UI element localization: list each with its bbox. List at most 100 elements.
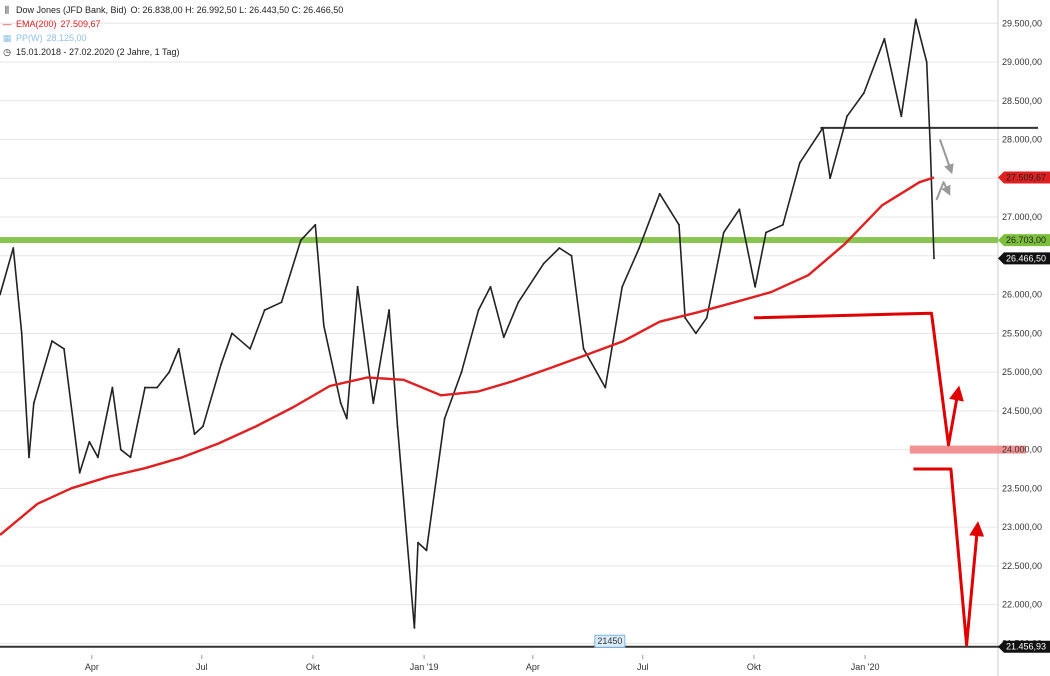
price-point	[829, 177, 831, 180]
price-point	[388, 309, 390, 311]
price-point	[129, 456, 132, 459]
price-point	[322, 324, 325, 327]
support-line-26703	[0, 237, 998, 244]
ema-label: EMA(200)	[16, 19, 57, 29]
grid	[0, 0, 999, 676]
pp-label: PP(W)	[16, 33, 43, 43]
price-point	[477, 309, 480, 311]
price-point	[489, 285, 492, 288]
price-point	[900, 115, 903, 118]
price-point	[684, 316, 686, 319]
y-tick-label: 26.000,00	[1002, 290, 1042, 300]
price-point	[460, 371, 463, 373]
y-tick-label: 28.000,00	[1002, 135, 1042, 145]
y-tick-label: 24.500,00	[1002, 406, 1042, 416]
price-point	[220, 363, 223, 366]
price-point	[929, 146, 932, 149]
y-tick-label: 28.500,00	[1002, 96, 1042, 106]
low-marker-label: 21450	[597, 636, 622, 646]
price-point	[502, 336, 505, 339]
target-zone-24000	[909, 445, 1026, 454]
x-tick-label: Jul	[196, 662, 208, 672]
candles-icon: ⫼	[4, 5, 10, 15]
price-point	[425, 549, 428, 552]
price-point	[96, 456, 99, 459]
y-tick-label: 27.000,00	[1002, 212, 1042, 222]
legend-ema-row[interactable]: — EMA(200) 27.509,67	[2, 17, 343, 31]
price-point	[705, 316, 708, 319]
low-marker-box	[594, 634, 626, 648]
y-tick-label: 29.000,00	[1002, 57, 1042, 67]
price-point	[722, 231, 725, 234]
price-tag: 27.509,67	[998, 171, 1050, 184]
x-tick-label: Okt	[747, 662, 762, 672]
y-tick-label: 24.000,00	[1002, 445, 1042, 455]
price-point	[396, 425, 399, 428]
price-point	[339, 402, 342, 404]
red-projection-arrow	[913, 467, 985, 647]
price-point	[604, 386, 607, 389]
legend-instrument-row: ⫼ Dow Jones (JFD Bank, Bid) O: 26.838,00…	[2, 3, 343, 17]
price-point	[695, 332, 697, 335]
clock-icon: ◷	[3, 47, 11, 57]
legend-pp-row[interactable]: ▦ PP(W) 28.125,00	[2, 31, 343, 45]
y-tick-label: 23.500,00	[1002, 483, 1042, 493]
price-tag-label: 26.466,50	[1006, 253, 1046, 263]
price-point	[570, 254, 573, 257]
y-tick-label: 25.000,00	[1002, 367, 1042, 377]
projection-arrows	[753, 139, 985, 647]
price-tag-label: 27.509,67	[1006, 173, 1046, 183]
x-axis: Apr Jul Okt Jan '19 Apr Jul Okt Jan '20	[85, 655, 880, 672]
price-point	[345, 417, 348, 420]
price-point	[231, 332, 233, 335]
y-tick-label: 23.000,00	[1002, 522, 1042, 532]
instrument-name: Dow Jones (JFD Bank, Bid)	[16, 5, 127, 15]
price-tag: 21.456,93	[998, 640, 1050, 653]
price-point	[28, 456, 30, 459]
price-point	[443, 417, 446, 420]
price-point	[582, 347, 585, 350]
price-point	[356, 285, 359, 288]
price-point	[280, 301, 283, 304]
x-tick-label: Apr	[526, 662, 540, 672]
price-point	[193, 433, 196, 435]
y-tick-label: 29.500,00	[1002, 18, 1042, 28]
price-tag-label: 21.456,93	[1006, 642, 1046, 652]
price-point	[78, 471, 81, 474]
ohlc-values: O: 26.838,00 H: 26.992,50 L: 26.443,50 C…	[130, 5, 344, 15]
price-tag-box	[998, 640, 1050, 653]
price-point	[299, 239, 302, 242]
price-point	[925, 61, 928, 63]
price-point	[417, 541, 419, 544]
price-point	[658, 192, 661, 195]
price-point	[88, 440, 91, 443]
price-point	[168, 371, 171, 373]
price-series-line	[0, 18, 935, 629]
ema200-line	[0, 176, 935, 536]
price-tag: 26.466,50	[998, 252, 1050, 265]
price-tag-box	[998, 234, 1050, 247]
price-point	[738, 208, 741, 211]
price-point	[413, 626, 416, 629]
price-tag-label: 26.703,00	[1006, 235, 1046, 245]
price-point	[0, 293, 1, 296]
price-tags: 27.509,67 26.703,00 26.466,50 21.456,93	[998, 171, 1050, 653]
price-point	[517, 301, 520, 304]
price-point	[798, 161, 801, 164]
price-point	[542, 262, 545, 265]
price-point	[765, 231, 767, 234]
y-tick-label: 22.500,00	[1002, 561, 1042, 571]
price-point	[32, 402, 35, 404]
price-point	[263, 309, 266, 311]
price-point	[782, 223, 784, 226]
price-point	[249, 347, 252, 350]
price-point	[20, 332, 23, 335]
x-tick-label: Jan '20	[851, 662, 880, 672]
date-range: 15.01.2018 - 27.02.2020 (2 Jahre, 1 Tag)	[16, 47, 180, 57]
y-tick-label: 25.500,00	[1002, 328, 1042, 338]
y-tick-label: 22.000,00	[1002, 600, 1042, 610]
price-point	[202, 425, 204, 428]
price-point	[754, 285, 757, 288]
red-projection-arrow	[753, 311, 964, 447]
